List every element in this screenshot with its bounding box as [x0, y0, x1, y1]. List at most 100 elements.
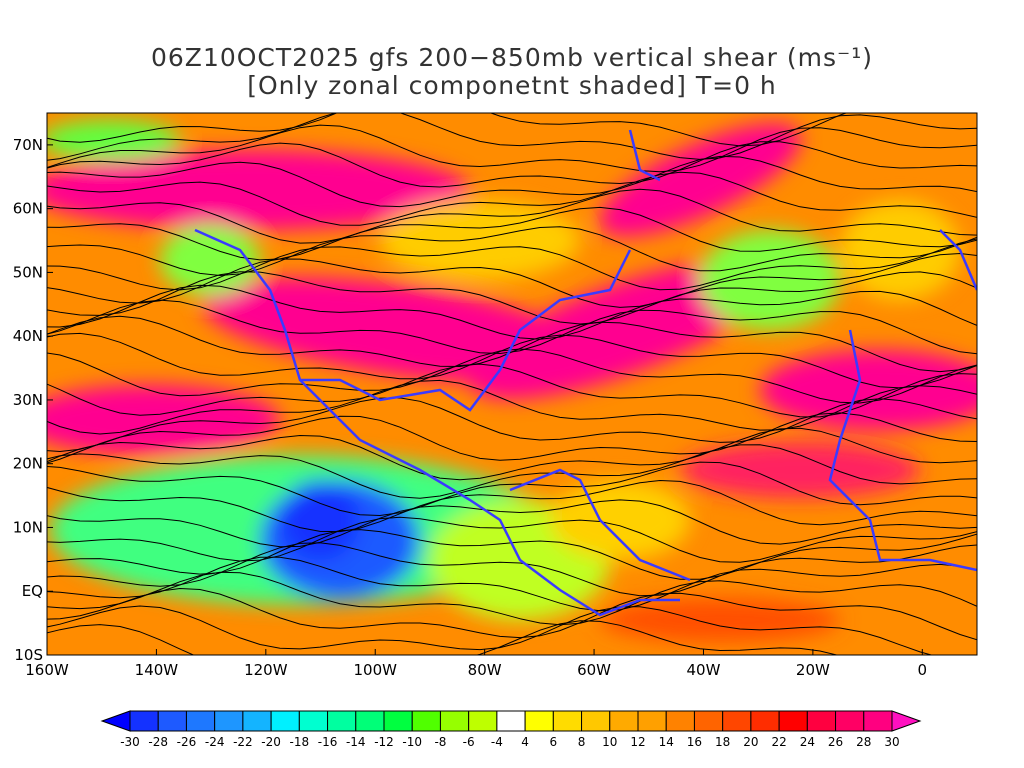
colorbar-label: -28 — [148, 735, 168, 749]
colorbar-box — [298, 710, 329, 732]
chart-subtitle: [Only zonal componetnt shaded] T=0 h — [247, 71, 777, 100]
colorbar-label: 24 — [800, 735, 815, 749]
colorbar-box — [722, 710, 752, 732]
colorbar-box — [157, 710, 187, 732]
colorbar-label: 20 — [743, 735, 758, 749]
colorbar-label: 30 — [884, 735, 899, 749]
lon-tick-label: 20W — [796, 661, 830, 679]
lat-tick-label: 50N — [13, 263, 43, 281]
streamline — [47, 188, 977, 244]
streamline — [47, 499, 977, 548]
colorbar-label: -14 — [346, 735, 366, 749]
lat-tick-label: 30N — [13, 391, 43, 409]
colorbar-box — [524, 710, 554, 732]
streamlines — [47, 113, 977, 655]
colorbar-label: 26 — [828, 735, 843, 749]
colorbar-box — [806, 710, 837, 732]
colorbar-box — [863, 710, 893, 732]
streamline — [47, 113, 848, 147]
colorbar-box — [581, 710, 611, 732]
streamline — [47, 397, 977, 453]
streamline — [47, 587, 977, 641]
streamline — [47, 171, 977, 226]
colorbar-box — [637, 710, 667, 732]
colorbar-box — [214, 710, 244, 732]
colorbar-label: 22 — [771, 735, 786, 749]
colorbar-label: -4 — [491, 735, 503, 749]
streamline — [47, 315, 977, 373]
lat-tick-label: 10S — [14, 646, 43, 664]
colorbar-box — [327, 710, 357, 732]
shaded-field — [47, 113, 977, 655]
colorbar-label: 14 — [659, 735, 674, 749]
colorbar-box — [778, 710, 808, 732]
colorbar-label: -10 — [402, 735, 422, 749]
streamline — [47, 226, 977, 277]
colorbar-box — [835, 710, 865, 732]
streamline — [47, 252, 977, 308]
lat-tick-label: 70N — [13, 136, 43, 154]
colorbar-label: -8 — [434, 735, 446, 749]
lon-tick-label: 160W — [25, 661, 69, 679]
colorbar-label: 6 — [550, 735, 558, 749]
streamline — [47, 299, 977, 355]
colorbar-box — [468, 710, 498, 732]
streamline — [47, 124, 977, 173]
colorbar-box — [693, 710, 724, 732]
lat-tick-label: 60N — [13, 200, 43, 218]
streamline — [47, 113, 977, 161]
lon-tick-label: 120W — [244, 661, 288, 679]
streamline — [47, 271, 977, 325]
colorbar-box — [665, 710, 695, 732]
streamline — [47, 363, 977, 418]
colorbar-label: 18 — [715, 735, 730, 749]
colorbar-box — [609, 710, 639, 732]
lon-tick-label: 100W — [354, 661, 398, 679]
colorbar: -30 -28 -26 -24 -22 -20 -18 -16 -14 -12 -10 -8 -6 -4 4… — [100, 710, 922, 749]
colorbar-label: -6 — [463, 735, 475, 749]
colorbar-box — [439, 710, 470, 732]
streamline — [47, 516, 977, 563]
colorbar-label: 16 — [687, 735, 702, 749]
streamline — [47, 141, 977, 188]
lat-tick-label: EQ — [22, 582, 43, 600]
streamline — [47, 444, 977, 499]
lat-tick-label: 10N — [13, 518, 43, 536]
colorbar-low-triangle — [100, 710, 131, 732]
streamline — [47, 479, 977, 533]
colorbar-label: -20 — [261, 735, 281, 749]
lon-tick-label: 60W — [577, 661, 611, 679]
lon-tick-label: 40W — [687, 661, 721, 679]
colorbar-box — [270, 710, 300, 732]
streamline — [47, 571, 977, 626]
colorbar-label: -26 — [177, 735, 197, 749]
streamline — [47, 529, 977, 580]
streamline — [47, 379, 977, 435]
streamline — [47, 556, 977, 612]
colorbar-box — [750, 710, 780, 732]
colorbar-label: -30 — [120, 735, 140, 749]
colorbar-box — [242, 710, 272, 732]
lat-tick-label: 40N — [13, 327, 43, 345]
streamline — [47, 620, 839, 655]
colorbar-box — [411, 710, 441, 732]
streamline — [47, 412, 977, 464]
chart-title: 06Z10OCT2025 gfs 200−850mb vertical shea… — [151, 43, 873, 72]
colorbar-label: 12 — [630, 735, 645, 749]
streamline — [47, 605, 934, 655]
plot-frame — [46, 112, 978, 656]
colorbar-box — [383, 710, 413, 732]
lat-tick-label: 20N — [13, 455, 43, 473]
colorbar-label: -18 — [290, 735, 310, 749]
streamline — [47, 155, 977, 208]
streamline — [47, 206, 977, 261]
streamline — [47, 348, 977, 404]
coastlines — [194, 129, 977, 617]
colorbar-label: 8 — [578, 735, 586, 749]
colorbar-box — [552, 710, 583, 732]
colorbar-label: 28 — [856, 735, 871, 749]
colorbar-box — [129, 710, 159, 732]
colorbar-label: -24 — [205, 735, 225, 749]
colorbar-label: 4 — [521, 735, 529, 749]
